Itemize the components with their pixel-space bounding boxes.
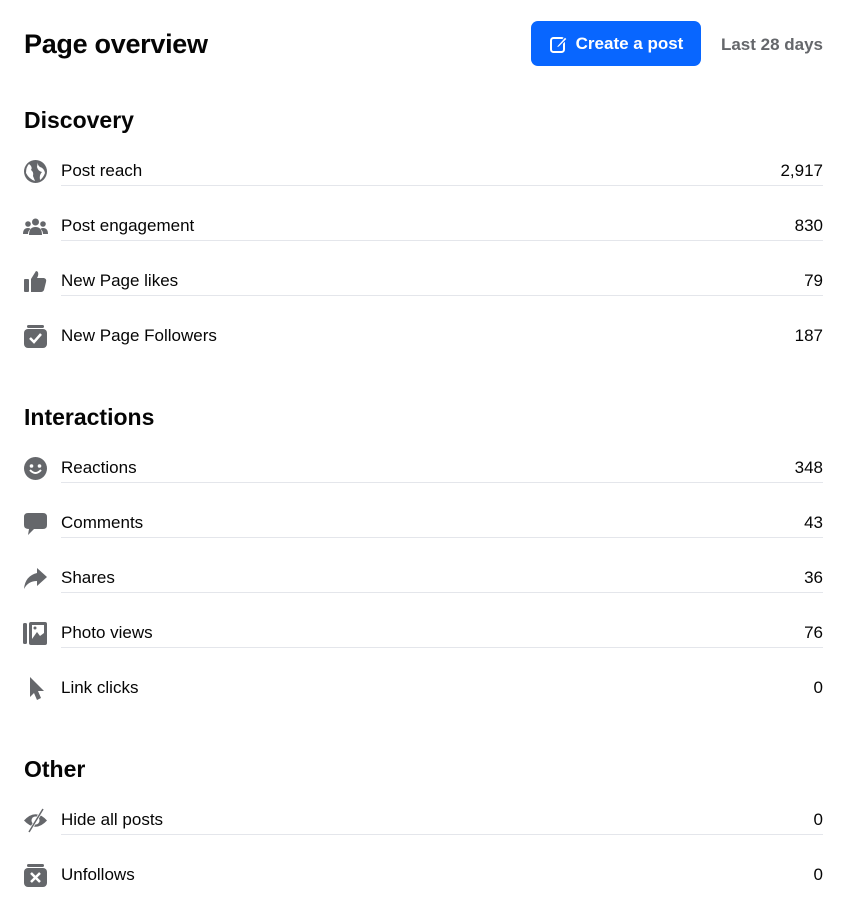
metric-value: 0 [813,810,823,829]
metric-row[interactable]: Post engagement 830 [0,199,846,254]
metric-label: Photo views [61,623,153,642]
metric-row[interactable]: Unfollows 0 [0,848,846,903]
metric-row[interactable]: New Page Followers 187 [0,309,846,364]
section-heading: Other [24,756,86,782]
metric-content: Unfollows 0 [61,861,823,890]
metric-row[interactable]: Post reach 2,917 [0,144,846,199]
metric-row[interactable]: Photo views 76 [0,606,846,661]
metric-value: 830 [794,216,823,235]
metric-label: Comments [61,513,144,532]
metric-value: 43 [804,513,823,532]
metric-row[interactable]: Reactions 348 [0,441,846,496]
page-title: Page overview [24,29,208,59]
metric-row[interactable]: Hide all posts 0 [0,793,846,848]
metric-value: 76 [804,623,823,642]
metric-value: 0 [813,678,823,697]
smiley-icon [24,457,47,480]
thumbs-up-icon [24,271,47,292]
metric-content: Reactions 348 [61,454,823,483]
metric-row[interactable]: New Page likes 79 [0,254,846,309]
metric-label: Unfollows [61,865,135,884]
create-post-button[interactable]: Create a post [531,21,701,66]
metric-value: 2,917 [780,161,823,180]
metric-label: Post engagement [61,216,195,235]
share-icon [24,568,47,589]
metric-row[interactable]: Comments 43 [0,496,846,551]
section-other: Other Hide all posts 0 Unfollows 0 [0,737,846,903]
metric-label: Post reach [61,161,143,180]
metric-row[interactable]: Shares 36 [0,551,846,606]
metric-label: Link clicks [61,678,139,697]
cursor-icon [30,677,44,700]
metric-value: 0 [813,865,823,884]
metric-content: New Page Followers 187 [61,322,823,351]
metric-content: Comments 43 [61,509,823,538]
metric-row[interactable]: Link clicks 0 [0,661,846,716]
metric-value: 187 [794,326,823,345]
metric-content: Hide all posts 0 [61,806,823,835]
metric-value: 36 [804,568,823,587]
metric-label: New Page Followers [61,326,217,345]
photo-icon [23,622,47,645]
eye-slash-icon [24,808,47,833]
unfollow-icon [24,864,47,887]
people-icon [23,218,48,235]
globe-icon [24,160,47,183]
edit-icon [549,35,568,53]
metric-content: Link clicks 0 [61,674,823,703]
section-heading: Discovery [24,107,134,133]
section-discovery: Discovery Post reach 2,917 Post engageme… [0,88,846,364]
create-post-label: Create a post [575,33,684,53]
metric-label: Shares [61,568,115,587]
section-heading: Interactions [24,404,155,430]
metric-value: 79 [804,271,823,290]
metric-label: Reactions [61,458,137,477]
follow-check-icon [24,325,47,348]
comment-icon [24,513,47,535]
metric-content: New Page likes 79 [61,267,823,296]
page-header: Page overview Create a post Last 28 days [0,0,846,88]
section-interactions: Interactions Reactions 348 Comments 43 S… [0,385,846,716]
metric-content: Post reach 2,917 [61,157,823,186]
metric-label: New Page likes [61,271,179,290]
date-range-selector[interactable]: Last 28 days [720,35,823,54]
metric-content: Post engagement 830 [61,212,823,241]
metric-content: Photo views 76 [61,619,823,648]
metric-label: Hide all posts [61,810,164,829]
metric-value: 348 [794,458,823,477]
metric-content: Shares 36 [61,564,823,593]
